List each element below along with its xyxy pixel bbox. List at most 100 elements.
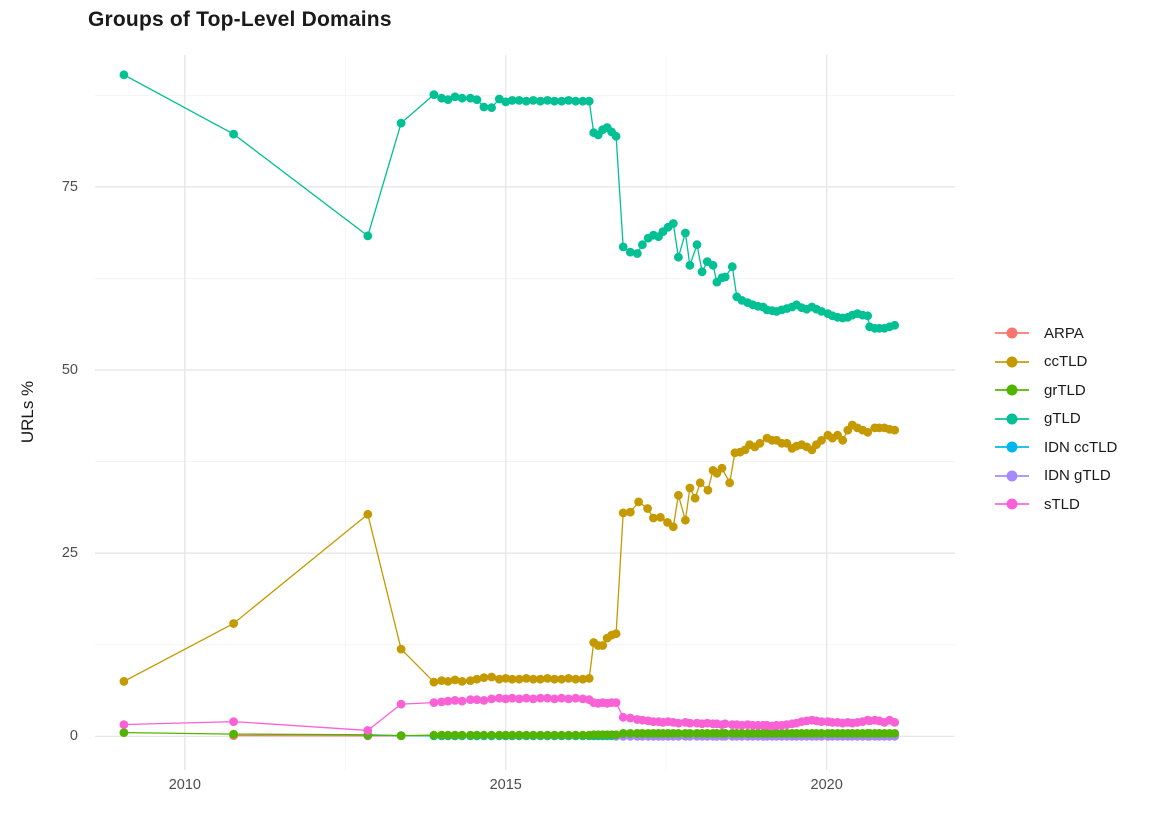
data-point — [443, 95, 453, 105]
data-point — [625, 247, 635, 257]
data-point — [695, 478, 705, 488]
data-point — [437, 676, 446, 685]
legend-key-icon — [995, 384, 1029, 396]
legend-item-idn-cctld: IDN ccTLD — [994, 433, 1117, 462]
data-point — [229, 729, 239, 739]
data-point — [685, 260, 695, 270]
data-point — [890, 425, 900, 435]
data-point — [890, 320, 900, 330]
data-point — [727, 262, 737, 272]
data-point — [668, 522, 678, 532]
data-point — [494, 674, 504, 684]
data-point — [521, 730, 531, 740]
data-point — [501, 730, 511, 740]
data-point — [363, 509, 373, 519]
data-point — [611, 730, 621, 740]
data-point — [457, 730, 467, 740]
data-point — [507, 674, 517, 684]
data-point — [396, 731, 406, 740]
series-gtld — [119, 70, 900, 333]
data-point — [618, 242, 628, 252]
data-point — [674, 252, 683, 262]
data-point — [571, 674, 581, 684]
data-point — [514, 694, 524, 704]
data-point — [611, 698, 621, 707]
legend-key-icon — [995, 327, 1029, 339]
data-point — [720, 272, 730, 282]
data-point — [457, 93, 467, 103]
data-point — [817, 717, 826, 726]
data-point — [717, 463, 727, 473]
data-point — [437, 697, 446, 707]
series-stld — [119, 693, 900, 735]
data-point — [755, 438, 765, 448]
y-tick-label: 75 — [61, 178, 78, 195]
data-point — [396, 699, 406, 709]
data-point — [521, 674, 531, 683]
data-point — [685, 729, 695, 738]
data-point — [457, 677, 467, 686]
data-point — [472, 730, 482, 740]
data-point — [543, 693, 552, 703]
legend-item-label: gTLD — [1044, 410, 1081, 428]
data-point — [479, 102, 489, 112]
legend-item-label: IDN gTLD — [1044, 467, 1111, 485]
data-point — [725, 478, 735, 488]
data-point — [618, 729, 628, 738]
data-point — [571, 693, 581, 703]
data-point — [571, 730, 581, 740]
data-point — [119, 720, 129, 729]
data-point — [443, 696, 453, 706]
data-point — [817, 729, 826, 738]
legend-item-label: grTLD — [1044, 381, 1086, 399]
data-point — [697, 267, 707, 277]
data-point — [479, 730, 489, 740]
legend-key-icon — [995, 356, 1029, 368]
data-point — [618, 508, 628, 518]
data-point — [450, 92, 460, 102]
data-point — [429, 730, 439, 740]
data-point — [564, 730, 573, 740]
data-point — [479, 696, 489, 705]
y-tick-label: 0 — [69, 728, 78, 745]
data-point — [838, 435, 848, 445]
data-point — [501, 674, 511, 683]
data-point — [487, 730, 496, 740]
data-point — [598, 641, 608, 650]
legend-item-gtld: gTLD — [994, 405, 1117, 434]
data-point — [638, 240, 647, 250]
data-point — [703, 485, 713, 495]
data-point — [557, 674, 566, 684]
legend-item-label: ccTLD — [1044, 353, 1088, 371]
data-point — [890, 718, 900, 727]
data-point — [229, 619, 239, 628]
x-tick-label: 2020 — [810, 777, 843, 793]
data-point — [681, 228, 690, 238]
data-point — [550, 674, 559, 684]
data-point — [479, 673, 489, 683]
data-point — [571, 96, 581, 106]
data-point — [681, 515, 690, 525]
data-point — [536, 693, 545, 703]
data-point — [643, 504, 652, 513]
data-point — [507, 730, 517, 740]
data-point — [494, 730, 504, 740]
data-point — [674, 490, 683, 500]
legend-item-cctld: ccTLD — [994, 348, 1117, 377]
data-point — [625, 729, 635, 738]
data-point — [450, 696, 460, 705]
y-tick-label: 50 — [61, 362, 78, 378]
data-point — [119, 728, 129, 737]
data-point — [494, 693, 504, 703]
data-point — [625, 713, 635, 723]
data-point — [536, 96, 545, 106]
data-point — [507, 693, 517, 703]
data-point — [557, 693, 566, 703]
data-point — [557, 96, 566, 106]
x-tick-label: 2015 — [489, 777, 522, 793]
data-point — [543, 674, 552, 683]
data-point — [543, 730, 552, 740]
data-point — [521, 693, 531, 703]
